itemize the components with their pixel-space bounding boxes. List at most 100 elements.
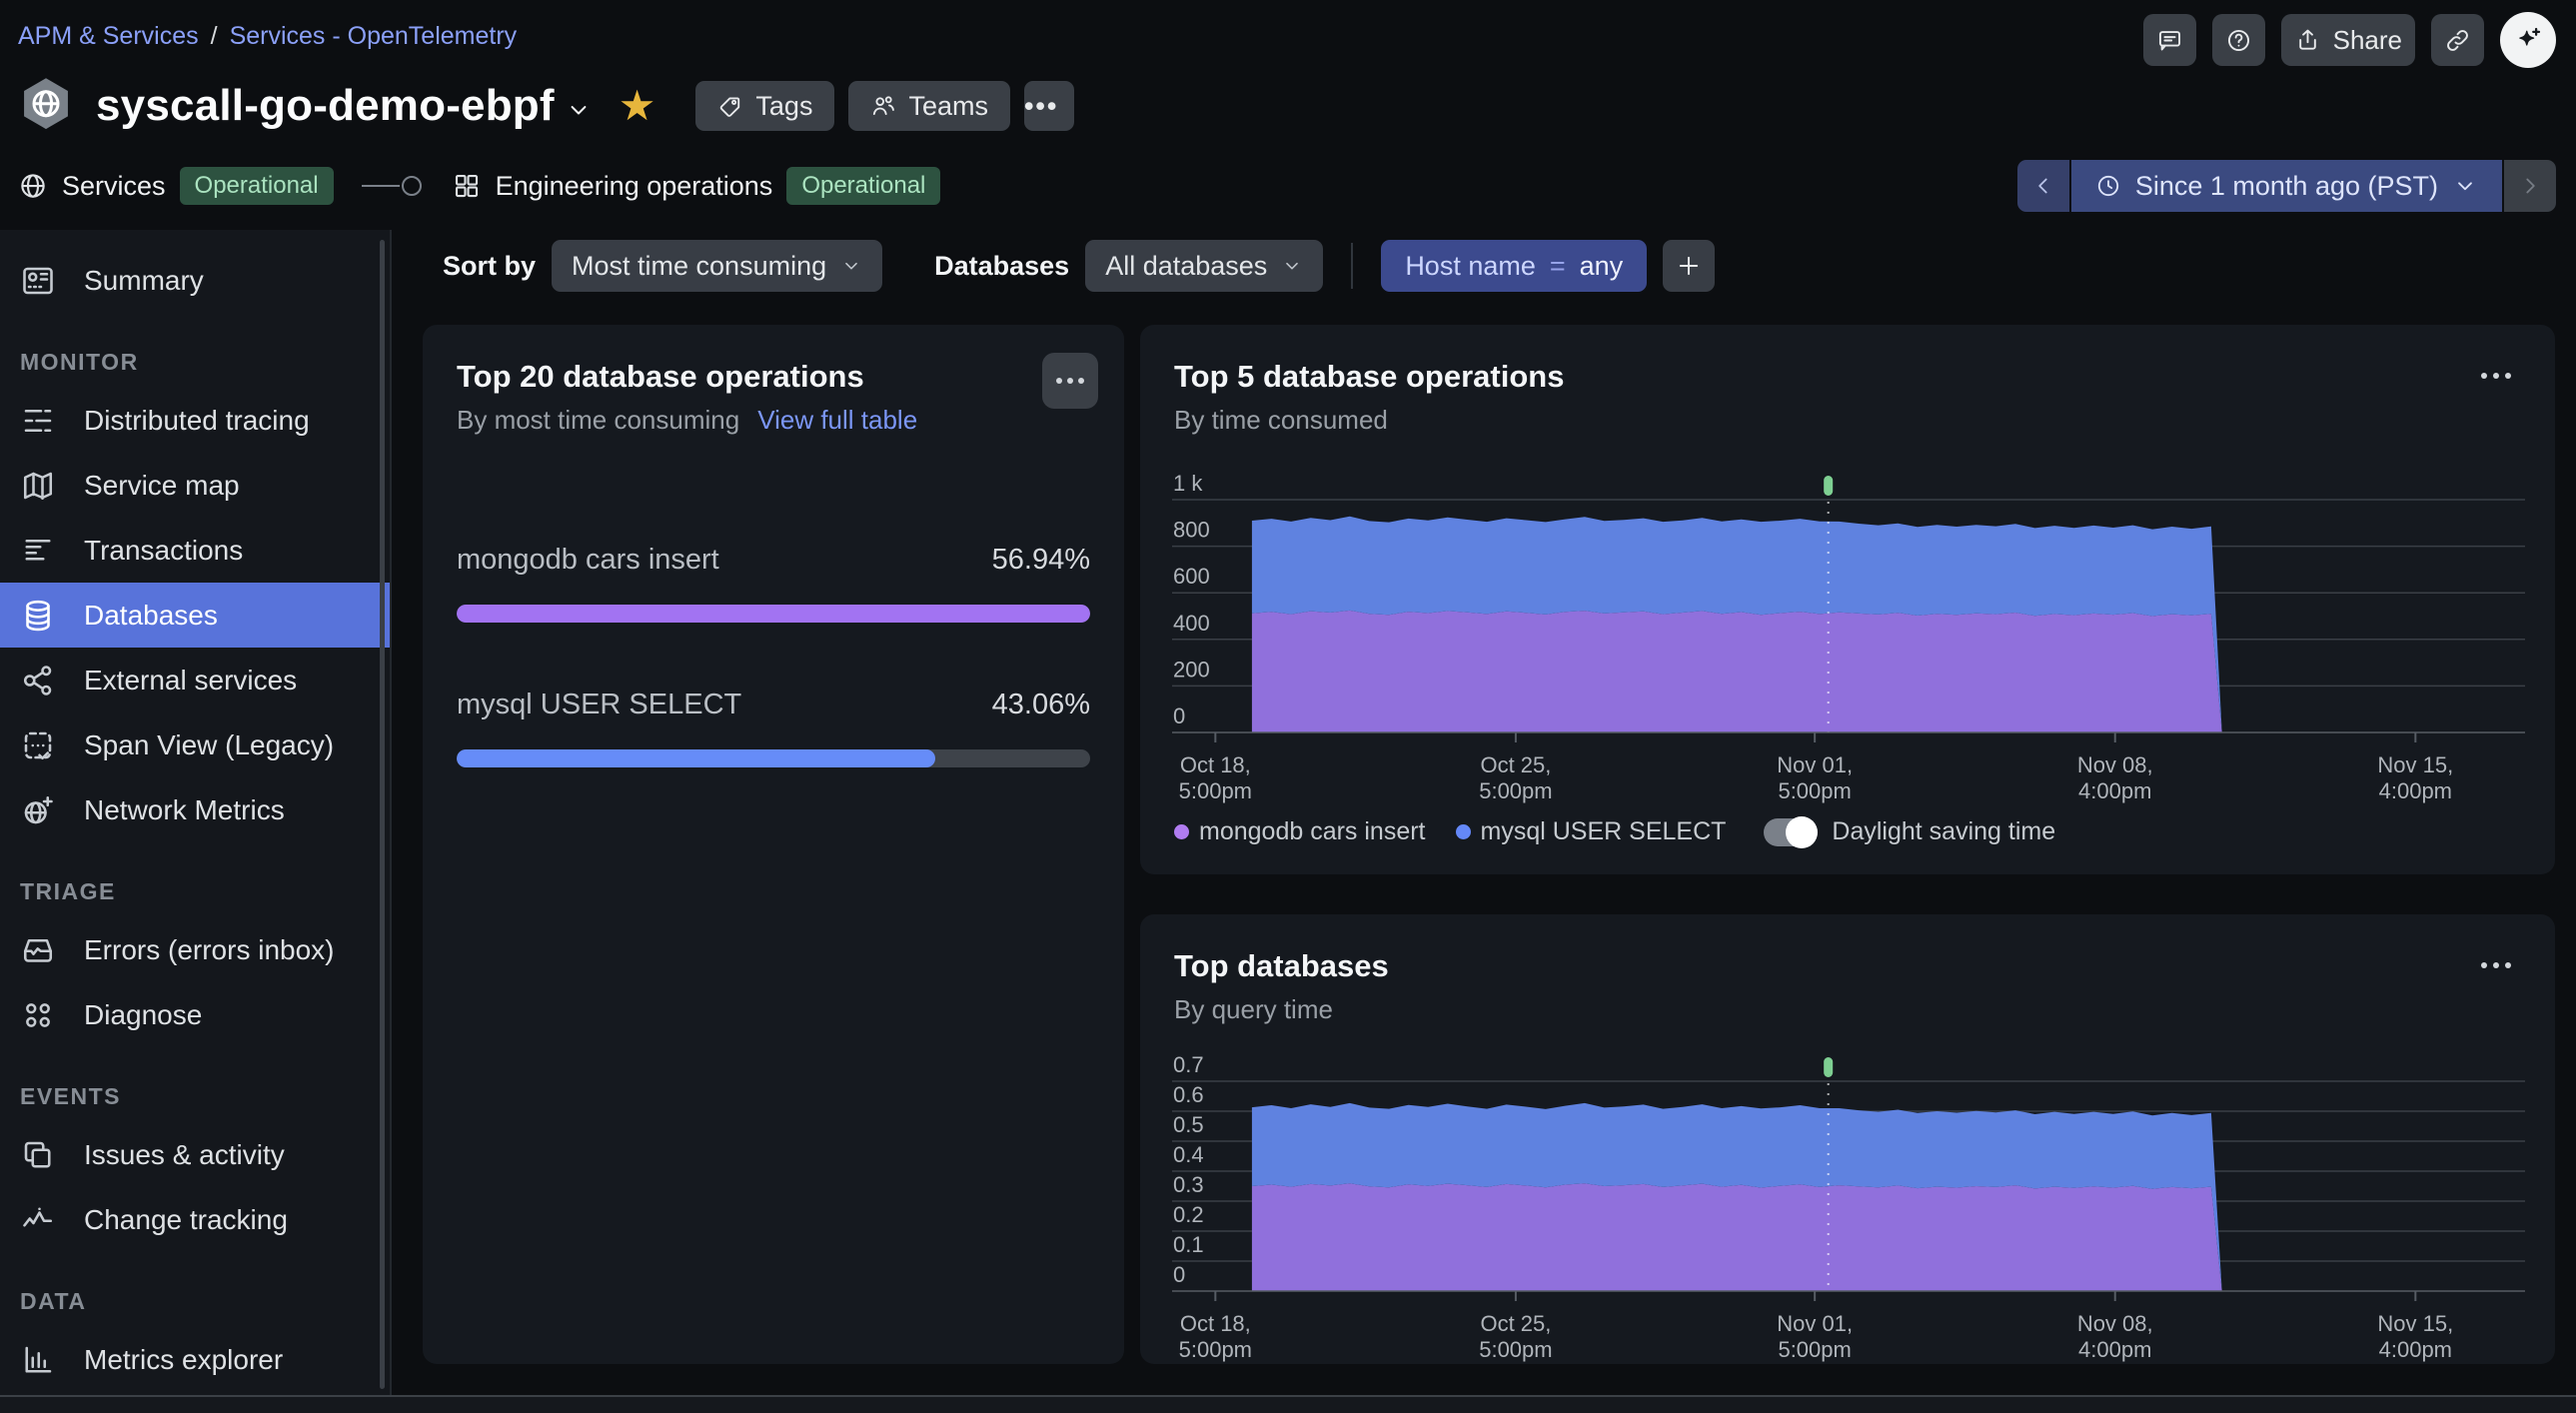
sort-by-label: Sort by (443, 250, 537, 281)
svg-text:400: 400 (1173, 611, 1210, 636)
view-full-table-link[interactable]: View full table (757, 405, 918, 435)
chevron-right-icon (2517, 173, 2543, 199)
top-databases-chart: 0 0.1 0.2 0.3 0.4 0.5 0.6 0.7 Oct 18, 5:00pm Oct 2… (1172, 1039, 2525, 1364)
top-databases-menu-button[interactable] (2473, 954, 2519, 976)
daylight-saving-toggle[interactable] (1764, 815, 1819, 848)
deployment-marker (1824, 1057, 1834, 1077)
svg-text:5:00pm: 5:00pm (1479, 1337, 1552, 1362)
svg-text:4:00pm: 4:00pm (2078, 778, 2151, 803)
svg-text:Nov 08,: Nov 08, (2077, 752, 2153, 777)
svg-text:200: 200 (1173, 657, 1210, 682)
operation-percent: 56.94% (991, 544, 1090, 576)
sidebar-item-distributed-tracing[interactable]: Distributed tracing (0, 388, 390, 453)
tag-icon (717, 93, 743, 119)
add-filter-button[interactable] (1663, 240, 1716, 292)
breadcrumb: APM & Services / Services - OpenTelemetr… (18, 22, 517, 51)
top5-title: Top 5 database operations (1174, 359, 1565, 394)
time-range-button[interactable]: Since 1 month ago (PST) (2070, 160, 2502, 212)
svg-text:0.3: 0.3 (1173, 1172, 1204, 1197)
time-forward-button[interactable] (2504, 160, 2556, 212)
svg-text:Nov 01,: Nov 01, (1777, 1311, 1853, 1336)
relationship-connector-icon (360, 174, 426, 198)
sidebar-item-span-view-legacy[interactable]: Span View (Legacy) (0, 712, 390, 777)
filter-divider (1351, 243, 1354, 289)
teams-button[interactable]: Teams (848, 81, 1010, 131)
favorite-star-icon[interactable]: ★ (618, 82, 656, 129)
svg-text:4:00pm: 4:00pm (2078, 1337, 2151, 1362)
status-row: Services Operational Engineering operati… (18, 160, 2556, 212)
service-name-dropdown[interactable]: syscall-go-demo-ebpf (96, 81, 593, 131)
svg-text:4:00pm: 4:00pm (2379, 1337, 2452, 1362)
sidebar-item-issues-activity[interactable]: Issues & activity (0, 1122, 390, 1187)
breadcrumb-separator: / (210, 22, 218, 50)
database-icon (20, 598, 56, 634)
operation-bar (457, 605, 1090, 623)
time-picker: Since 1 month ago (PST) (2016, 160, 2556, 212)
top20-operations-card: Top 20 database operations By most time … (423, 325, 1124, 1364)
sidebar-item-diagnose[interactable]: Diagnose (0, 982, 390, 1047)
sparkle-icon (2513, 25, 2543, 55)
top-databases-subtitle: By query time (1174, 994, 1333, 1024)
sidebar-item-databases[interactable]: Databases (0, 583, 390, 648)
top5-menu-button[interactable] (2473, 365, 2519, 387)
time-back-button[interactable] (2016, 160, 2069, 212)
operation-label: mongodb cars insert (457, 544, 719, 576)
operation-row-mysql-user-select[interactable]: mysql USER SELECT 43.06% (457, 689, 1090, 767)
svg-text:800: 800 (1173, 518, 1210, 543)
svg-text:Nov 15,: Nov 15, (2377, 1311, 2453, 1336)
services-status[interactable]: Services Operational (18, 167, 334, 205)
sidebar-item-metrics-explorer[interactable]: Metrics explorer (0, 1327, 390, 1392)
sidebar-item-transactions[interactable]: Transactions (0, 518, 390, 583)
top20-menu-button[interactable] (1042, 353, 1098, 409)
errors-inbox-icon (20, 932, 56, 968)
entity-header: syscall-go-demo-ebpf ★ Tags Teams ••• (18, 76, 1074, 136)
top20-subtitle: By most time consuming (457, 405, 740, 435)
grid-icon (452, 171, 482, 201)
distributed-tracing-icon (20, 403, 56, 439)
sidebar-scrollbar[interactable] (380, 240, 385, 1389)
help-button[interactable] (2211, 14, 2265, 66)
globe-icon (18, 171, 48, 201)
feedback-button[interactable] (2142, 14, 2196, 66)
header-more-button[interactable]: ••• (1023, 81, 1074, 131)
sidebar-section-monitor: MONITOR (20, 349, 139, 375)
svg-text:Oct 25,: Oct 25, (1480, 752, 1551, 777)
filter-bar: Sort by Most time consuming Databases Al… (443, 240, 1716, 292)
svg-text:Oct 18,: Oct 18, (1180, 752, 1251, 777)
svg-text:5:00pm: 5:00pm (1179, 778, 1252, 803)
svg-text:Oct 18,: Oct 18, (1180, 1311, 1251, 1336)
service-hexagon-icon (18, 76, 74, 136)
workload-status[interactable]: Engineering operations Operational (452, 167, 941, 205)
share-icon (2294, 27, 2321, 54)
breadcrumb-link-services-opentelemetry[interactable]: Services - OpenTelemetry (229, 22, 518, 50)
sidebar-item-summary[interactable]: Summary (0, 248, 390, 313)
sidebar-item-service-map[interactable]: Service map (0, 453, 390, 518)
top5-subtitle: By time consumed (1174, 405, 1388, 435)
sidebar-item-external-services[interactable]: External services (0, 648, 390, 712)
sidebar-section-events: EVENTS (20, 1083, 122, 1109)
chevron-down-icon (2452, 173, 2478, 199)
ai-assistant-button[interactable] (2500, 12, 2556, 68)
network-metrics-icon (20, 792, 56, 828)
change-tracking-icon (20, 1202, 56, 1238)
share-button[interactable]: Share (2280, 14, 2415, 66)
svg-text:1 k: 1 k (1173, 471, 1203, 496)
legend-item-mysql[interactable]: mysql USER SELECT (1455, 817, 1726, 846)
svg-text:0.2: 0.2 (1173, 1202, 1204, 1227)
legend-item-mongodb[interactable]: mongodb cars insert (1174, 817, 1426, 846)
sort-by-select[interactable]: Most time consuming (552, 240, 883, 292)
tags-button[interactable]: Tags (695, 81, 835, 131)
share-label: Share (2332, 24, 2402, 55)
sidebar-item-change-tracking[interactable]: Change tracking (0, 1187, 390, 1252)
sidebar-item-errors-errors-inbox[interactable]: Errors (errors inbox) (0, 917, 390, 982)
host-name-filter-chip[interactable]: Host name = any (1381, 240, 1648, 292)
copy-link-button[interactable] (2431, 14, 2484, 66)
operation-row-mongodb-cars-insert[interactable]: mongodb cars insert 56.94% (457, 544, 1090, 623)
sidebar-item-network-metrics[interactable]: Network Metrics (0, 777, 390, 842)
chevron-down-icon (565, 88, 593, 124)
svg-text:0.4: 0.4 (1173, 1142, 1204, 1167)
plus-icon (1675, 252, 1703, 280)
breadcrumb-link-apm-services[interactable]: APM & Services (18, 22, 199, 50)
bottom-divider (0, 1395, 2576, 1397)
databases-select[interactable]: All databases (1085, 240, 1324, 292)
